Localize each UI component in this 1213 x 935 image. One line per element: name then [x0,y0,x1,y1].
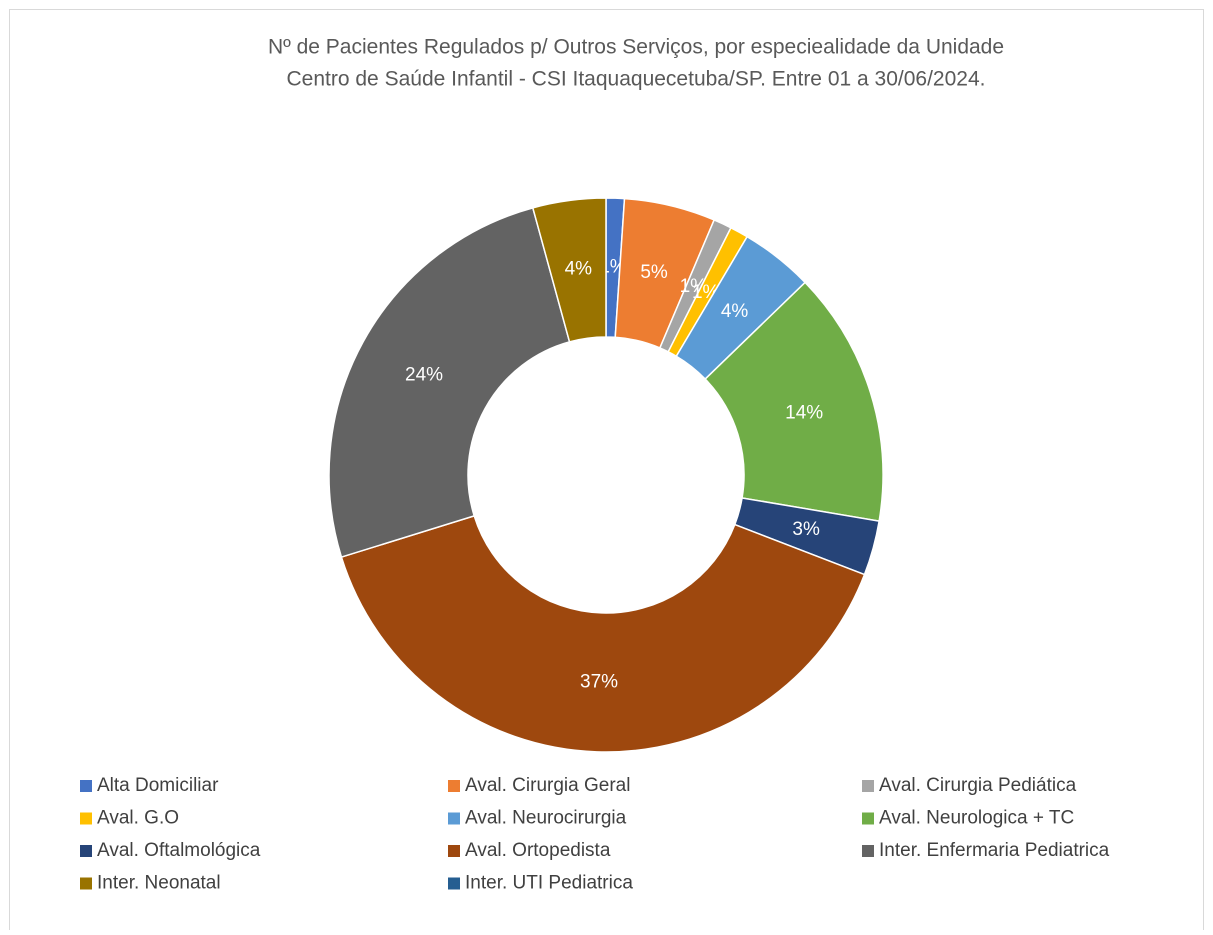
legend-label: Alta Domiciliar [97,775,219,796]
legend-label: Aval. Neurologica + TC [879,808,1074,829]
legend-swatch [862,812,874,825]
chart-frame [9,9,1204,935]
legend-swatch [862,845,874,857]
data-label: 37% [580,671,618,692]
legend-label: Aval. G.O [97,808,179,829]
legend-swatch [448,845,460,857]
donut-slice [340,514,866,753]
legend-swatch [80,845,92,857]
legend-swatch [862,780,874,792]
donut-slice [704,281,884,522]
data-label: 4% [565,258,593,279]
legend-label: Aval. Oftalmológica [97,840,261,861]
donut-slice [531,197,607,343]
legend-label: Aval. Neurocirurgia [465,808,627,829]
data-label: 3% [792,519,820,540]
legend-label: Aval. Cirurgia Geral [465,775,630,796]
legend-label: Inter. Enfermaria Pediatrica [879,840,1110,861]
legend-swatch [448,877,460,890]
legend-label: Inter. Neonatal [97,873,221,894]
legend-label: Aval. Cirurgia Pediática [879,775,1077,796]
donut-slice [328,206,571,559]
legend-label: Aval. Ortopedista [465,840,611,861]
legend-swatch [80,877,92,890]
chart-title: Centro de Saúde Infantil - CSI Itaquaque… [287,68,986,91]
legend-label: Inter. UTI Pediatrica [465,873,633,894]
data-label: 5% [640,262,668,283]
legend-swatch [448,812,460,825]
legend-swatch [80,812,92,825]
legend-swatch [448,780,460,792]
chart-title: Nº de Pacientes Regulados p/ Outros Serv… [268,36,1004,59]
data-label: 24% [405,364,443,385]
data-label: 14% [785,403,823,424]
legend-swatch [80,780,92,792]
data-label: 4% [721,301,749,322]
